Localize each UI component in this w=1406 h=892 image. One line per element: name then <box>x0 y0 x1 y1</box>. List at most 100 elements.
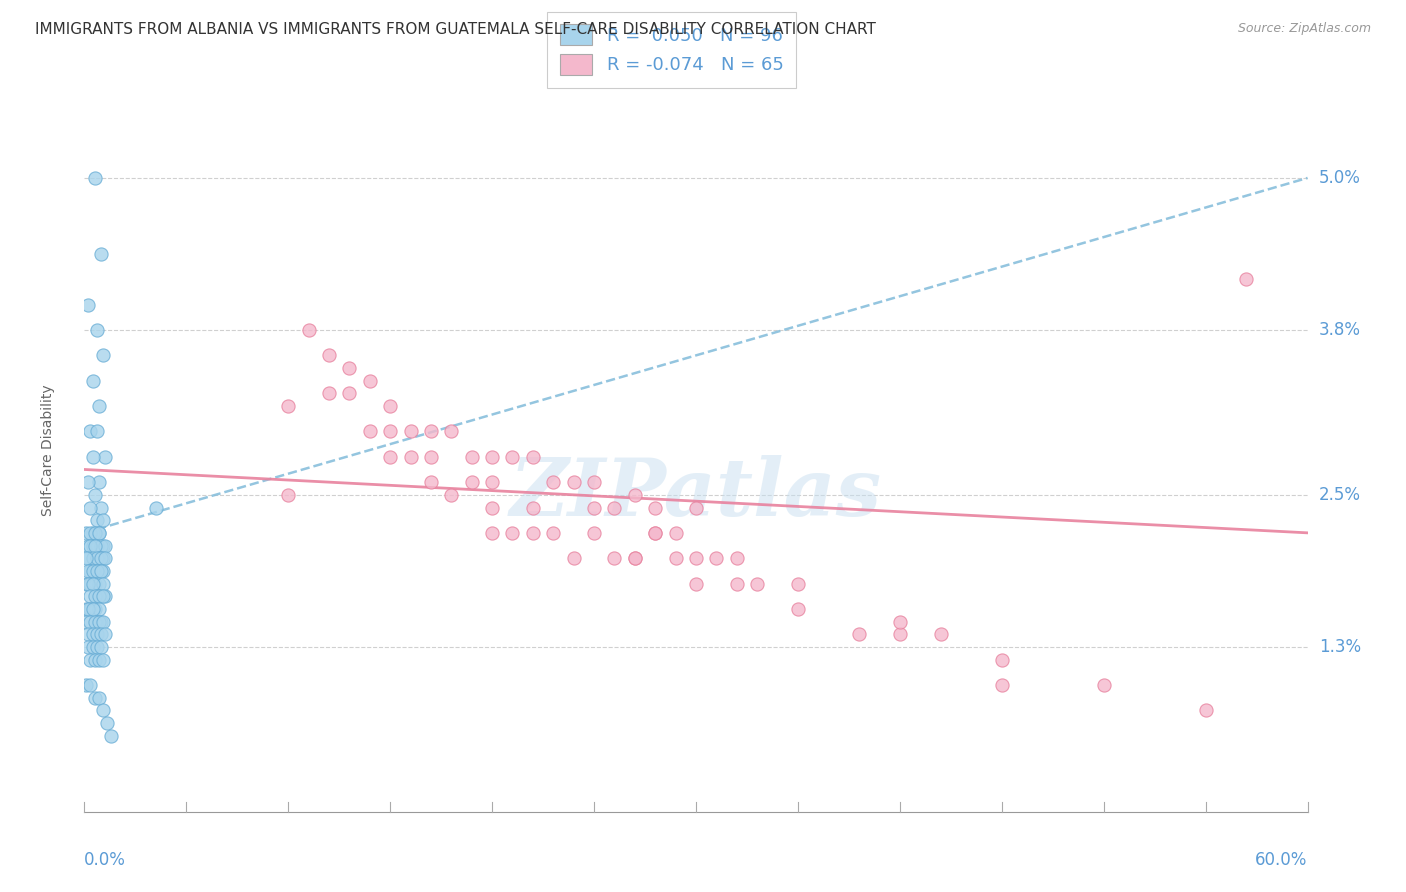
Point <box>91 539 114 553</box>
Point <box>82 602 104 616</box>
Point <box>644 525 666 540</box>
Point <box>91 589 114 603</box>
Point <box>991 652 1014 666</box>
Point <box>87 576 110 591</box>
Point <box>86 589 108 603</box>
Point <box>79 564 101 578</box>
Point <box>77 551 100 566</box>
Text: ZIPatlas: ZIPatlas <box>510 455 882 533</box>
Point <box>83 525 105 540</box>
Point <box>277 488 299 502</box>
Point <box>90 247 112 261</box>
Point <box>991 678 1014 692</box>
Point <box>624 488 647 502</box>
Point <box>603 551 626 566</box>
Point <box>583 475 606 490</box>
Text: Self-Care Disability: Self-Care Disability <box>41 384 55 516</box>
Legend: R =  0.050   N = 96, R = -0.074   N = 65: R = 0.050 N = 96, R = -0.074 N = 65 <box>547 12 796 87</box>
Point <box>644 525 666 540</box>
Point <box>90 615 112 629</box>
Point <box>889 627 911 641</box>
Point <box>82 450 104 464</box>
Point <box>399 450 422 464</box>
Text: 0.0%: 0.0% <box>84 851 127 869</box>
Point <box>86 425 108 439</box>
Point <box>77 602 100 616</box>
Point <box>685 576 707 591</box>
Point <box>86 615 108 629</box>
Point <box>90 500 112 515</box>
Point <box>75 551 97 566</box>
Point <box>82 374 104 388</box>
Point <box>83 576 105 591</box>
Point <box>87 551 110 566</box>
Point <box>83 539 105 553</box>
Point <box>82 627 104 641</box>
Point <box>90 640 112 654</box>
Point <box>339 361 361 376</box>
Point <box>91 551 114 566</box>
Point <box>83 690 105 705</box>
Point <box>502 450 524 464</box>
Point <box>77 640 100 654</box>
Point <box>87 525 110 540</box>
Text: Source: ZipAtlas.com: Source: ZipAtlas.com <box>1237 22 1371 36</box>
Point <box>79 525 101 540</box>
Point <box>318 386 340 401</box>
Point <box>93 551 115 566</box>
Point <box>82 551 104 566</box>
Point <box>90 589 112 603</box>
Point <box>420 425 443 439</box>
Point <box>848 627 870 641</box>
Point <box>79 425 101 439</box>
Point <box>583 525 606 540</box>
Point <box>86 513 108 527</box>
Point <box>522 525 544 540</box>
Point <box>96 716 118 731</box>
Point <box>75 525 97 540</box>
Point <box>747 576 769 591</box>
Point <box>90 564 112 578</box>
Point <box>685 500 707 515</box>
Point <box>339 386 361 401</box>
Point <box>79 615 101 629</box>
Point <box>706 551 728 566</box>
Point <box>440 488 463 502</box>
Point <box>79 678 101 692</box>
Point <box>665 551 688 566</box>
Point <box>1236 272 1258 286</box>
Point <box>86 323 108 337</box>
Point <box>87 525 110 540</box>
Point <box>298 323 321 337</box>
Point <box>77 298 100 312</box>
Point <box>83 652 105 666</box>
Point <box>79 602 101 616</box>
Point <box>624 551 647 566</box>
Point <box>481 475 503 490</box>
Point <box>359 425 381 439</box>
Point <box>77 564 100 578</box>
Point <box>87 602 110 616</box>
Point <box>91 576 114 591</box>
Point <box>83 615 105 629</box>
Point <box>380 399 402 413</box>
Point <box>83 602 105 616</box>
Point <box>100 729 122 743</box>
Point <box>522 450 544 464</box>
Point <box>929 627 952 641</box>
Point <box>277 399 299 413</box>
Point <box>145 500 167 515</box>
Point <box>481 450 503 464</box>
Point <box>79 500 101 515</box>
Point <box>481 525 503 540</box>
Point <box>75 615 97 629</box>
Point <box>93 627 115 641</box>
Point <box>91 513 114 527</box>
Point <box>91 703 114 717</box>
Point <box>79 576 101 591</box>
Point <box>83 564 105 578</box>
Point <box>77 539 100 553</box>
Text: 5.0%: 5.0% <box>1319 169 1361 187</box>
Point <box>86 539 108 553</box>
Point <box>522 500 544 515</box>
